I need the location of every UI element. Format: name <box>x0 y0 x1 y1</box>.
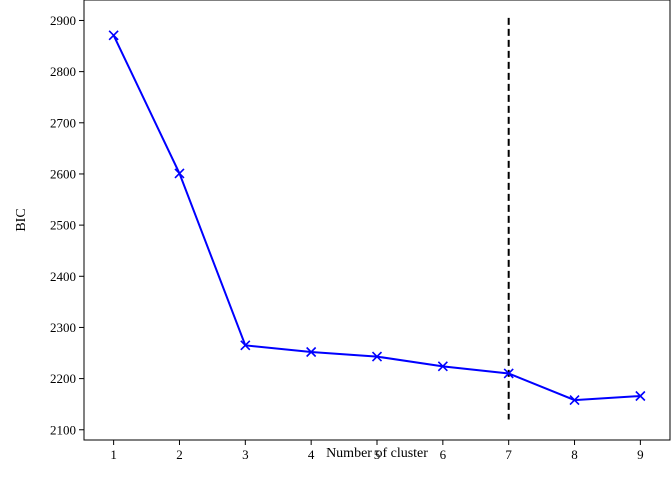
y-tick-label: 2400 <box>50 269 76 284</box>
data-point-marker <box>569 395 580 406</box>
y-tick-label: 2500 <box>50 218 76 233</box>
series-line <box>112 34 641 402</box>
y-ticks: 2100 2200 2300 2400 2500 2600 2700 2800 2900 <box>50 13 84 437</box>
x-tick-label: 2 <box>176 447 183 462</box>
y-tick-label: 2800 <box>50 64 76 79</box>
y-tick-label: 2200 <box>50 371 76 386</box>
x-tick-label: 5 <box>374 447 381 462</box>
y-axis-label: BIC <box>14 208 29 231</box>
plot-frame <box>83 0 671 441</box>
y-tick-label: 2900 <box>50 13 76 28</box>
x-tick-label: 3 <box>242 447 249 462</box>
x-tick-label: 7 <box>505 447 512 462</box>
y-tick-label: 2300 <box>50 320 76 335</box>
data-point-marker <box>635 390 646 402</box>
x-axis-label: Number of cluster <box>326 446 428 461</box>
data-point-marker <box>108 30 119 41</box>
y-tick-label: 2700 <box>50 115 76 130</box>
x-tick-label: 8 <box>571 447 578 462</box>
data-point-marker <box>240 340 251 351</box>
x-ticks: 1 2 3 4 5 6 7 8 9 <box>110 440 644 462</box>
x-tick-label: 6 <box>440 447 447 462</box>
x-tick-label: 1 <box>110 447 117 462</box>
series-group <box>108 30 646 406</box>
data-point-marker <box>174 168 185 179</box>
data-point-marker <box>371 351 383 362</box>
y-tick-label: 2600 <box>50 166 76 181</box>
x-tick-label: 9 <box>637 447 644 462</box>
data-point-marker <box>306 346 317 358</box>
y-tick-label: 2100 <box>50 422 76 437</box>
data-point-marker <box>503 368 514 379</box>
data-point-marker <box>437 361 448 372</box>
x-tick-label: 4 <box>308 447 315 462</box>
